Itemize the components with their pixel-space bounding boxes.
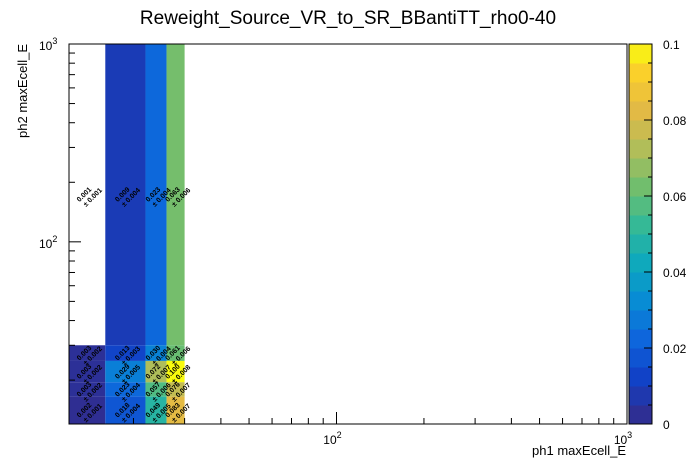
heatmap-cell-1-3	[105, 345, 146, 361]
colorbar-step	[629, 253, 652, 273]
x-tick-label: 102	[323, 430, 341, 447]
heatmap-cell-0-0	[69, 396, 106, 424]
colorbar-step	[629, 215, 652, 235]
chart-title: Reweight_Source_VR_to_SR_BBantiTT_rho0-4…	[140, 8, 556, 29]
colorbar-step	[629, 272, 652, 292]
plot-frame	[68, 43, 628, 425]
heatmap-cell-3-1	[166, 382, 185, 397]
colorbar-step	[629, 120, 652, 140]
colorbar-tick-label: 0.1	[663, 38, 680, 52]
heatmap-cell-3-3	[166, 345, 185, 361]
x-tick-label-exponent: 3	[627, 430, 632, 440]
colorbar-tick-label: 0	[663, 418, 670, 432]
colorbar-step	[629, 234, 652, 254]
colorbar-step	[629, 44, 652, 64]
colorbar-step	[629, 291, 652, 311]
heatmap-cell-2-4	[145, 44, 167, 346]
colorbar-step	[629, 82, 652, 102]
heatmap-cell-2-0	[145, 396, 167, 424]
colorbar-step	[629, 177, 652, 197]
colorbar-step	[629, 367, 652, 387]
colorbar-tick-label: 0.06	[663, 190, 687, 204]
heatmap-cell-3-4	[166, 44, 185, 346]
heatmap-cell-1-4	[105, 44, 146, 346]
heatmap-cell-3-0	[166, 396, 185, 424]
x-tick-label-exponent: 2	[337, 430, 342, 440]
colorbar-step	[629, 310, 652, 330]
colorbar: 0 0.02 0.04 0.06 0.08 0.1	[628, 38, 687, 432]
colorbar-step	[629, 196, 652, 216]
y-tick-label-exponent: 3	[52, 36, 57, 46]
colorbar-step	[629, 158, 652, 178]
colorbar-tick-label: 0.02	[663, 342, 687, 356]
colorbar-step	[629, 329, 652, 349]
heatmap-cell-0-2	[69, 360, 106, 383]
heatmap-cells	[69, 44, 185, 424]
y-tick-label-exponent: 2	[52, 234, 57, 244]
colorbar-step	[629, 139, 652, 159]
y-tick-label: 103	[39, 36, 57, 53]
heatmap-cell-2-3	[145, 345, 167, 361]
heatmap-cell-0-3	[69, 345, 106, 361]
colorbar-step	[629, 63, 652, 83]
colorbar-tick-label: 0.08	[663, 114, 687, 128]
heatmap-cell-2-1	[145, 382, 167, 397]
heatmap-cell-3-2	[166, 360, 185, 383]
colorbar-step	[629, 348, 652, 368]
y-tick-label: 102	[39, 234, 57, 251]
heatmap-cell-0-1	[69, 382, 106, 397]
heatmap-cell-1-0	[105, 396, 146, 424]
y-axis-title: ph2 maxEcell_E	[15, 44, 30, 138]
colorbar-tick-label: 0.04	[663, 266, 687, 280]
heatmap-cell-1-1	[105, 382, 146, 397]
heatmap-cell-1-2	[105, 360, 146, 383]
colorbar-step	[629, 101, 652, 121]
colorbar-step	[629, 405, 652, 425]
x-axis-title: ph1 maxEcell_E	[532, 443, 626, 458]
colorbar-step	[629, 386, 652, 406]
heatmap-cell-2-2	[145, 360, 167, 383]
